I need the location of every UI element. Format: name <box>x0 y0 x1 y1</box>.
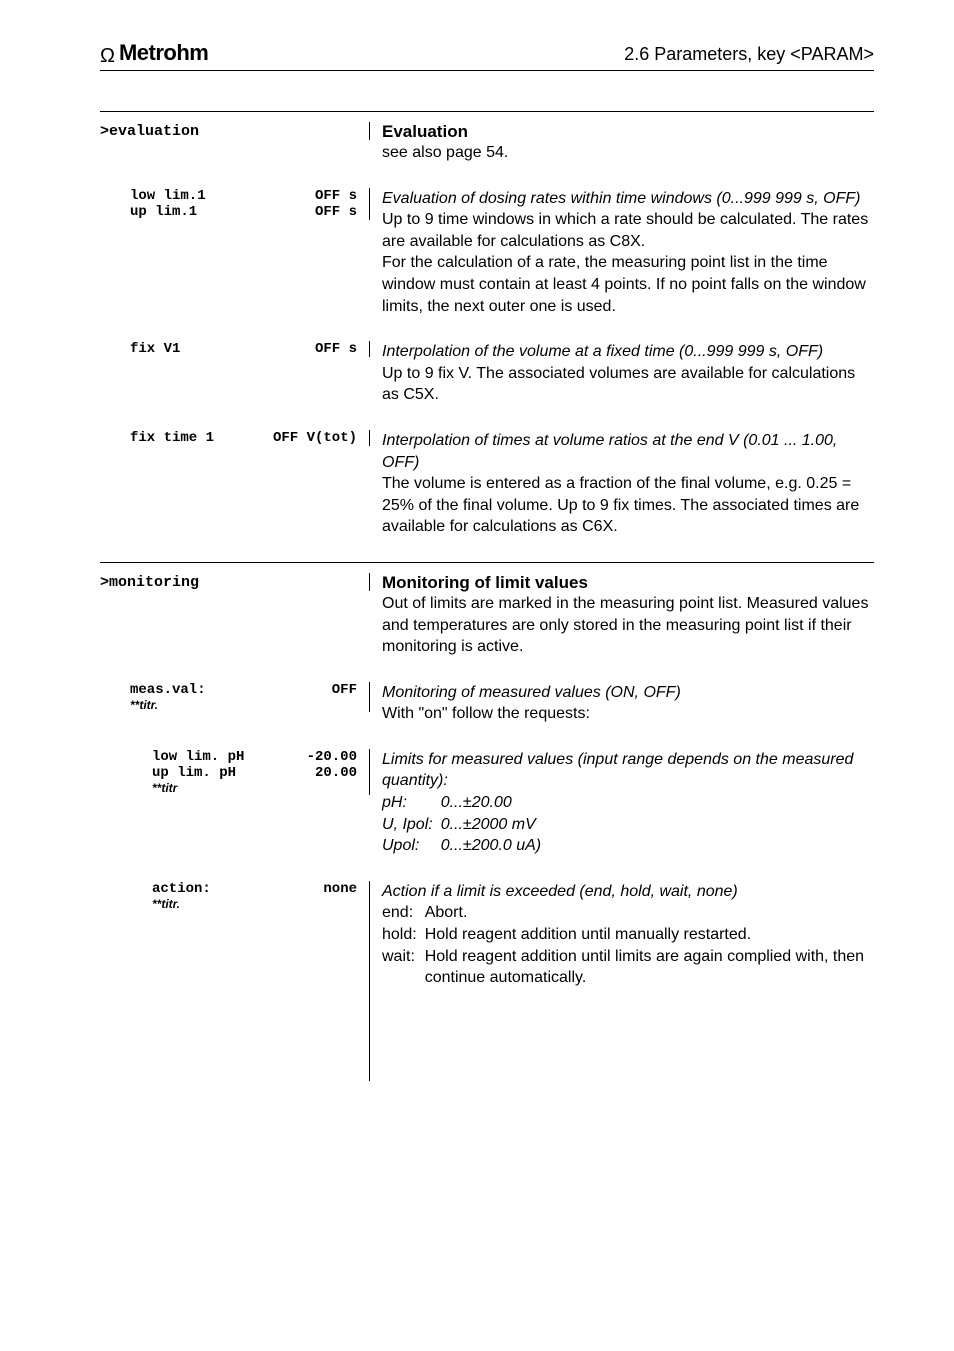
param-value: OFF s <box>315 341 357 357</box>
action-options: end: Abort. hold: Hold reagent addition … <box>382 902 874 988</box>
eval-item2-desc-body: The volume is entered as a fraction of t… <box>382 475 859 535</box>
eval-item0-desc-body: Up to 9 time windows in which a rate sho… <box>382 211 868 314</box>
param-value: OFF <box>332 682 357 698</box>
param-value: OFF s <box>315 204 357 220</box>
logo-text: Metrohm <box>119 40 208 66</box>
param-fix-time-1: fix time 1 OFF V(tot) <box>130 430 357 446</box>
action-end: end: Abort. <box>382 902 874 924</box>
eval-item0-desc-italic: Evaluation of dosing rates within time w… <box>382 190 860 207</box>
limits-titr: **titr <box>152 781 357 795</box>
measval-titr: **titr. <box>130 698 357 712</box>
range-val: 0...±200.0 uA) <box>441 835 541 857</box>
range-val: 0...±2000 mV <box>441 814 541 836</box>
action-val: Hold reagent addition until limits are a… <box>425 946 874 989</box>
param-label: meas.val: <box>130 682 206 698</box>
action-key: hold: <box>382 924 425 946</box>
eval-item1-desc-body: Up to 9 fix V. The associated volumes ar… <box>382 365 855 404</box>
metrohm-icon: Ω <box>100 45 115 68</box>
range-key: U, Ipol: <box>382 814 441 836</box>
param-action: action: none <box>152 881 357 897</box>
range-key: Upol: <box>382 835 441 857</box>
action-hold: hold: Hold reagent addition until manual… <box>382 924 874 946</box>
action-val: Abort. <box>425 902 874 924</box>
page-header: Ω Metrohm 2.6 Parameters, key <PARAM> <box>100 40 874 71</box>
evaluation-top-label: >evaluation <box>100 123 199 140</box>
header-section-title: 2.6 Parameters, key <PARAM> <box>624 44 874 65</box>
param-label: low lim. pH <box>152 749 244 765</box>
eval-item1-desc-italic: Interpolation of the volume at a fixed t… <box>382 343 823 360</box>
param-meas-val: meas.val: OFF <box>130 682 357 698</box>
action-desc-italic: Action if a limit is exceeded (end, hold… <box>382 883 738 900</box>
param-up-lim-ph: up lim. pH 20.00 <box>152 765 357 781</box>
param-value: none <box>323 881 357 897</box>
param-label: low lim.1 <box>130 188 206 204</box>
param-up-lim-1: up lim.1 OFF s <box>130 204 357 220</box>
range-upol: Upol: 0...±200.0 uA) <box>382 835 541 857</box>
eval-item2-desc-italic: Interpolation of times at volume ratios … <box>382 432 837 471</box>
measval-desc-italic: Monitoring of measured values (ON, OFF) <box>382 684 681 701</box>
monitoring-top-label: >monitoring <box>100 574 199 591</box>
logo: Ω Metrohm <box>100 40 208 66</box>
action-val: Hold reagent addition until manually res… <box>425 924 874 946</box>
range-u-ipol: U, Ipol: 0...±2000 mV <box>382 814 541 836</box>
param-value: OFF s <box>315 188 357 204</box>
monitoring-heading: Monitoring of limit values <box>382 573 874 593</box>
limits-ranges: pH: 0...±20.00 U, Ipol: 0...±2000 mV Upo… <box>382 792 541 857</box>
action-titr: **titr. <box>152 897 357 911</box>
monitoring-heading-body: Out of limits are marked in the measurin… <box>382 593 874 658</box>
limits-desc-italic: Limits for measured values (input range … <box>382 751 853 790</box>
param-low-lim-ph: low lim. pH -20.00 <box>152 749 357 765</box>
param-value: -20.00 <box>307 749 357 765</box>
range-ph: pH: 0...±20.00 <box>382 792 541 814</box>
range-val: 0...±20.00 <box>441 792 541 814</box>
action-key: wait: <box>382 946 425 989</box>
param-label: fix V1 <box>130 341 180 357</box>
param-value: OFF V(tot) <box>273 430 357 446</box>
measval-desc-body: With "on" follow the requests: <box>382 705 590 722</box>
evaluation-subheading: see also page 54. <box>382 142 874 164</box>
param-label: up lim.1 <box>130 204 197 220</box>
section-monitoring: >monitoring Monitoring of limit values O… <box>100 562 874 1081</box>
range-key: pH: <box>382 792 441 814</box>
action-key: end: <box>382 902 425 924</box>
param-low-lim-1: low lim.1 OFF s <box>130 188 357 204</box>
param-label: up lim. pH <box>152 765 236 781</box>
param-fix-v1: fix V1 OFF s <box>130 341 357 357</box>
evaluation-heading: Evaluation <box>382 122 874 142</box>
param-label: action: <box>152 881 211 897</box>
param-label: fix time 1 <box>130 430 214 446</box>
param-value: 20.00 <box>315 765 357 781</box>
section-evaluation: >evaluation Evaluation see also page 54.… <box>100 111 874 538</box>
action-wait: wait: Hold reagent addition until limits… <box>382 946 874 989</box>
